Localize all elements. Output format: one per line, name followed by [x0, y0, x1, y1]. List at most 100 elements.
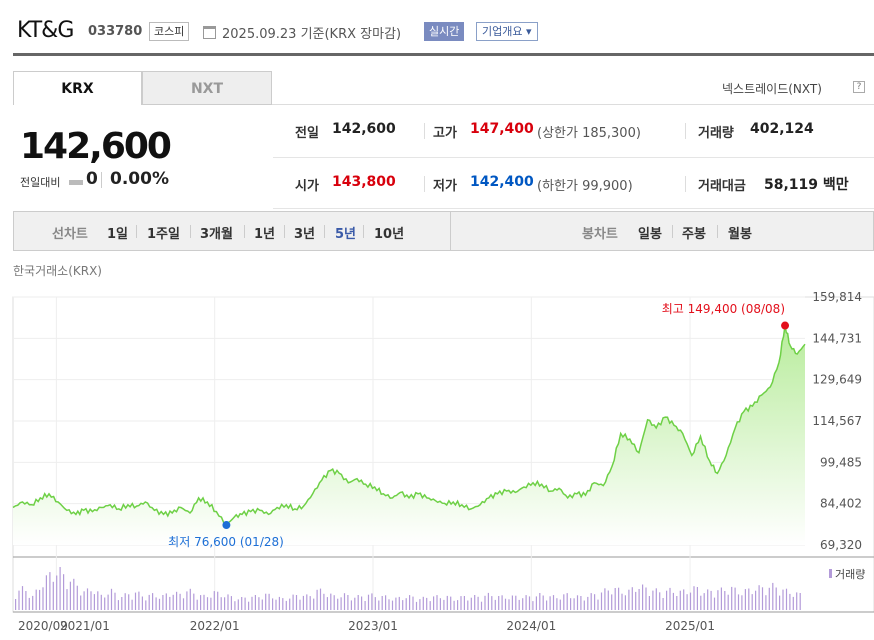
period-0[interactable]: 1일: [107, 227, 129, 242]
period-4[interactable]: 3년: [294, 227, 316, 242]
volume-bar: [234, 601, 236, 610]
market-badge: 코스피: [149, 22, 190, 41]
candle-chart-label: 봉차트: [582, 227, 618, 242]
y-tick-label: 129,649: [812, 373, 862, 387]
volume-bar: [504, 598, 507, 610]
volume-bar: [63, 574, 65, 610]
low-label: 저가: [433, 179, 457, 194]
volume-bar: [295, 595, 298, 610]
volume-bar: [748, 588, 750, 610]
volume-bar: [737, 594, 740, 610]
period-5[interactable]: 5년: [335, 227, 357, 242]
volume-bar: [659, 592, 661, 610]
y-tick-label: 144,731: [812, 331, 862, 345]
volume-bar: [69, 581, 71, 610]
volume-bar: [785, 588, 788, 610]
volume-bar: [254, 595, 256, 610]
candle-period-2[interactable]: 월봉: [728, 227, 752, 242]
help-icon[interactable]: ?: [853, 81, 865, 93]
volume-bar: [248, 601, 250, 610]
period-1[interactable]: 1주일: [147, 227, 180, 242]
volume-bar: [648, 596, 650, 610]
unchanged-icon: [69, 180, 83, 185]
volume-bar: [409, 595, 411, 610]
volume-bar: [189, 588, 191, 610]
volume-bar: [741, 595, 743, 610]
period-3[interactable]: 1년: [254, 227, 276, 242]
volume-bar: [772, 582, 774, 610]
volume-bar: [501, 595, 503, 610]
volume-bar: [607, 590, 609, 610]
volume-bar: [299, 599, 301, 610]
volume-bar: [789, 593, 791, 610]
volume-bar: [128, 594, 130, 610]
volume-bar: [217, 591, 219, 610]
volume-bar: [546, 600, 548, 610]
candle-period-1[interactable]: 주봉: [682, 227, 706, 242]
volume-bar: [258, 597, 260, 610]
volume-bar: [354, 597, 356, 610]
volume-bar: [693, 586, 695, 610]
volume-bar: [508, 599, 510, 610]
volume-bar: [220, 597, 222, 610]
volume-bar: [436, 595, 438, 610]
volume-bar: [210, 597, 212, 610]
volume-bar: [333, 595, 335, 610]
volume-bar: [460, 596, 462, 610]
tab-krx[interactable]: KRX: [13, 71, 142, 105]
volume-bar: [511, 595, 513, 610]
stats-separator: [424, 123, 425, 139]
period-6[interactable]: 10년: [374, 227, 405, 242]
volume-bar: [768, 587, 770, 610]
volume-bar: [799, 593, 801, 610]
volume-bar: [357, 595, 359, 610]
stats-separator: [685, 123, 686, 139]
volume-bar: [775, 587, 777, 610]
volume-bar: [573, 598, 575, 610]
volume-bar: [319, 588, 322, 610]
realtime-button[interactable]: 실시간: [424, 22, 465, 41]
toolbar-separator: [190, 225, 191, 238]
volume-bar: [289, 598, 291, 610]
toolbar-separator: [284, 225, 285, 238]
volume-bar: [487, 592, 489, 610]
volume-bar: [45, 575, 47, 610]
volume-bar: [172, 594, 174, 610]
volume-bar: [528, 596, 531, 610]
volume-bar: [134, 592, 137, 610]
volume-bar: [316, 589, 318, 610]
volume-bar: [415, 601, 418, 610]
volume-bar: [669, 587, 671, 610]
period-2[interactable]: 3개월: [200, 227, 233, 242]
y-tick-label: 84,402: [820, 497, 862, 511]
data-source: 한국거래소(KRX): [13, 264, 102, 278]
volume-bar: [196, 599, 198, 610]
volume-bar: [758, 585, 760, 610]
volume-bar: [450, 596, 452, 610]
volume-bar: [696, 587, 698, 610]
nextrade-link[interactable]: 넥스트레이드(NXT): [722, 82, 822, 96]
volume-bar: [621, 593, 623, 610]
prev-close-label: 전일: [295, 126, 319, 141]
volume-bar: [655, 588, 657, 610]
volume-bar: [703, 593, 705, 610]
volume-bar: [744, 589, 746, 610]
price-area: [13, 325, 805, 545]
volume-bar: [398, 596, 400, 610]
amount-label: 거래대금: [698, 179, 746, 194]
volume-bar: [731, 586, 733, 610]
volume-bar: [35, 589, 37, 610]
candle-period-0[interactable]: 일봉: [638, 227, 662, 242]
volume-bar: [474, 595, 476, 610]
volume-bar: [73, 578, 75, 610]
tab-nxt[interactable]: NXT: [142, 71, 272, 105]
volume-bar: [666, 590, 668, 610]
volume-bar: [405, 598, 407, 610]
volume-bar: [498, 596, 500, 610]
calendar-icon: [203, 26, 216, 39]
change-separator: [101, 172, 102, 188]
volume-bar: [268, 593, 270, 610]
corp-info-dropdown[interactable]: 기업개요 ▾: [476, 22, 538, 41]
volume-bar: [330, 593, 332, 610]
